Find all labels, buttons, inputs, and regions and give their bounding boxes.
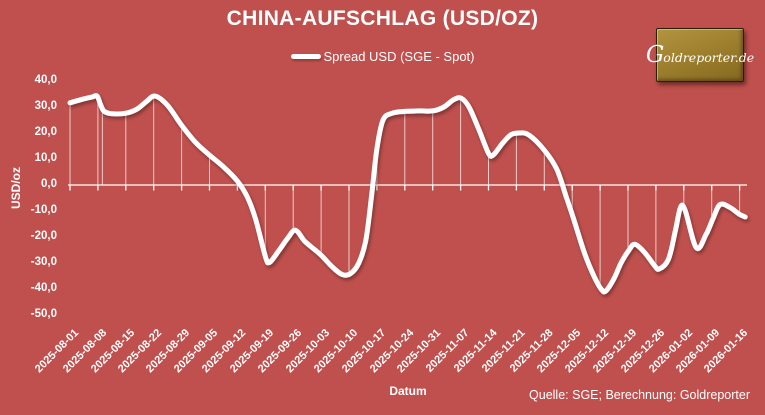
y-axis-label: 10,0 [34, 152, 57, 164]
y-axis-label: 20,0 [34, 126, 57, 138]
y-axis-label: 40,0 [34, 74, 57, 86]
chart-title: CHINA-AUFSCHLAG (USD/OZ) [226, 7, 539, 30]
legend: Spread USD (SGE - Spot) [0, 49, 765, 64]
y-axis-label: 0,0 [41, 178, 57, 190]
source-note: Quelle: SGE; Berechnung: Goldreporter [529, 388, 750, 402]
drop-lines-group [69, 96, 741, 288]
series-group [67, 93, 748, 295]
y-axis-label: -40,0 [30, 282, 57, 294]
legend-line-swatch-icon [290, 54, 321, 59]
goldreporter-logo: Goldreporter.de [646, 28, 754, 82]
logo-brand-text: Goldreporter.de [646, 42, 754, 68]
x-axis-title: Datum [389, 384, 427, 398]
y-axis-label: -50,0 [30, 308, 57, 320]
series-line-spread [67, 93, 748, 295]
y-axis-label: -10,0 [30, 204, 57, 216]
y-axis-label: -20,0 [30, 230, 57, 242]
legend-series-label: Spread USD (SGE - Spot) [323, 49, 475, 64]
y-axis-label: -30,0 [30, 256, 57, 268]
logo-initial: G [645, 42, 665, 68]
x-axis-group [68, 184, 747, 191]
y-axis-label: 30,0 [34, 100, 57, 112]
logo-rest: oldreporter.de [663, 50, 755, 65]
